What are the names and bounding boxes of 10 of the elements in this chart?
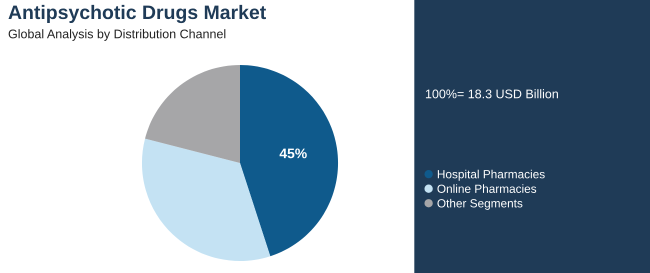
- legend-label: Hospital Pharmacies: [438, 170, 545, 181]
- pie-slice: [142, 138, 270, 262]
- chart-subtitle: Global Analysis by Distribution Channel: [8, 29, 226, 41]
- data-label: 45%: [280, 148, 307, 158]
- text: 100%= 18.3 USD Billion: [426, 89, 558, 98]
- legend-label: Other Segments: [437, 198, 522, 210]
- pie-slice: [240, 64, 338, 256]
- pie-slice: [145, 64, 240, 163]
- chart-title: Antipsychotic Drugs Market: [8, 4, 266, 24]
- legend-label: Online Pharmacies: [437, 184, 536, 193]
